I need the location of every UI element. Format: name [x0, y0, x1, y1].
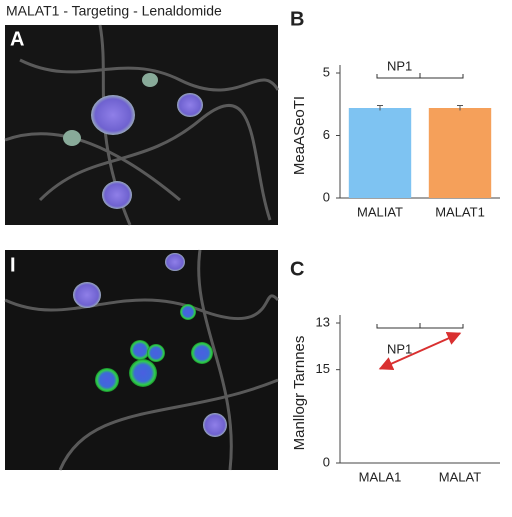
y-tick-label: 0 — [323, 454, 330, 469]
figure-title: MALAT1 - Targeting - Lenaldomide — [6, 3, 222, 19]
micrograph-i: I — [4, 249, 280, 471]
y-axis-label: MeaASeoTI — [291, 96, 308, 175]
panel-label: I — [10, 254, 16, 276]
y-axis-label: Manllogr Tarnnes — [291, 336, 308, 451]
bracket — [376, 73, 464, 79]
y-tick-label: 15 — [316, 361, 330, 376]
bar — [428, 108, 492, 198]
x-tick-label: MALIAT — [357, 204, 403, 219]
annotation: NP1 — [387, 58, 412, 73]
bar — [348, 108, 412, 198]
error-bar — [377, 105, 383, 111]
data-line — [378, 331, 462, 371]
x-tick-label: MALAT — [439, 469, 481, 484]
panel-label: C — [290, 258, 304, 280]
micrograph-a: A — [4, 24, 280, 226]
y-tick-label: 6 — [323, 127, 330, 142]
y-tick-label: 0 — [323, 189, 330, 204]
error-bar — [457, 105, 463, 111]
x-tick-label: MALAT1 — [435, 204, 485, 219]
panel-label: A — [10, 28, 24, 50]
y-tick-label: 5 — [323, 64, 330, 79]
bracket — [376, 323, 464, 329]
panel-label: B — [290, 8, 304, 30]
x-tick-label: MALA1 — [359, 469, 402, 484]
annotation: NP1 — [387, 341, 412, 356]
y-tick-label: 13 — [316, 314, 330, 329]
